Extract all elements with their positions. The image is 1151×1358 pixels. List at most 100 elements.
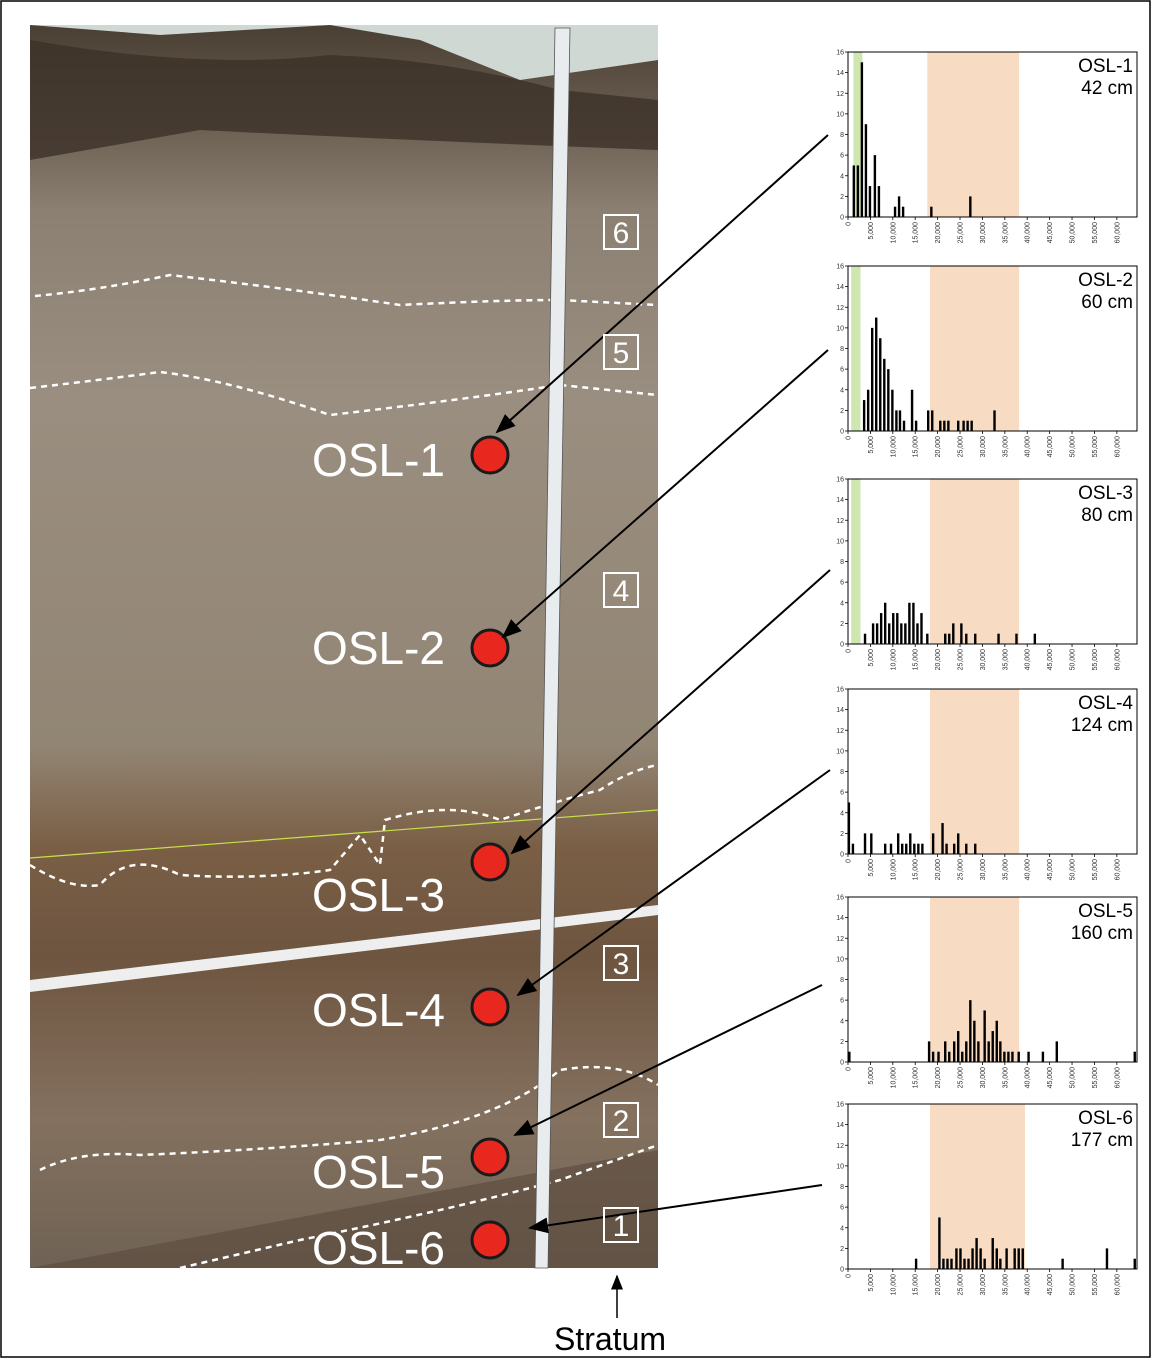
y-tick-label: 4 bbox=[840, 600, 844, 607]
x-tick-label: 45,000 bbox=[1047, 1067, 1054, 1089]
bar bbox=[848, 802, 850, 854]
y-tick-label: 12 bbox=[836, 936, 844, 943]
y-tick-label: 0 bbox=[840, 429, 844, 436]
bar bbox=[870, 833, 872, 854]
x-tick-label: 15,000 bbox=[913, 649, 920, 671]
x-tick-label: 60,000 bbox=[1114, 1067, 1121, 1089]
sample-point bbox=[472, 844, 508, 880]
bar bbox=[927, 410, 929, 431]
bar bbox=[899, 410, 901, 431]
bar bbox=[955, 1248, 957, 1269]
bar bbox=[909, 833, 911, 854]
age-band bbox=[930, 479, 1019, 644]
bar bbox=[953, 1041, 955, 1062]
x-tick-label: 25,000 bbox=[958, 859, 965, 881]
x-tick-label: 0 bbox=[846, 222, 853, 226]
bar bbox=[917, 844, 919, 854]
bar bbox=[962, 421, 964, 431]
bar bbox=[915, 1259, 917, 1269]
chart-title: OSL-6 bbox=[1078, 1108, 1133, 1129]
y-tick-label: 0 bbox=[840, 215, 844, 222]
bar bbox=[993, 410, 995, 431]
y-tick-label: 14 bbox=[836, 707, 844, 714]
bar bbox=[878, 186, 880, 217]
x-tick-label: 10,000 bbox=[890, 859, 897, 881]
y-tick-label: 0 bbox=[840, 642, 844, 649]
y-tick-label: 4 bbox=[840, 1225, 844, 1232]
y-tick-label: 2 bbox=[840, 1039, 844, 1046]
y-tick-label: 6 bbox=[840, 790, 844, 797]
charts: 024681012141605,00010,00015,00020,00025,… bbox=[836, 50, 1137, 1296]
chart-subtitle: 124 cm bbox=[1071, 715, 1133, 736]
sample-label: OSL-1 bbox=[312, 434, 445, 486]
chart-title: OSL-5 bbox=[1078, 901, 1133, 922]
y-tick-label: 2 bbox=[840, 1246, 844, 1253]
x-tick-label: 35,000 bbox=[1002, 436, 1009, 458]
x-tick-label: 55,000 bbox=[1092, 859, 1099, 881]
y-tick-label: 16 bbox=[836, 50, 844, 57]
bar bbox=[932, 1052, 934, 1062]
bar bbox=[908, 603, 910, 644]
x-tick-label: 30,000 bbox=[980, 859, 987, 881]
x-tick-label: 0 bbox=[846, 859, 853, 863]
x-tick-label: 5,000 bbox=[868, 649, 875, 667]
bar bbox=[901, 844, 903, 854]
stratum-caption: Stratum bbox=[554, 1321, 666, 1357]
bar bbox=[992, 1238, 994, 1269]
bar bbox=[1015, 634, 1017, 644]
bar bbox=[947, 421, 949, 431]
bar bbox=[996, 1021, 998, 1062]
x-tick-label: 45,000 bbox=[1047, 436, 1054, 458]
bar bbox=[912, 603, 914, 644]
sample-label: OSL-6 bbox=[312, 1222, 445, 1274]
x-tick-label: 35,000 bbox=[1002, 1067, 1009, 1089]
bar bbox=[948, 634, 950, 644]
bar bbox=[1022, 1248, 1024, 1269]
bar bbox=[966, 421, 968, 431]
bar bbox=[996, 1248, 998, 1269]
stratum-number: 2 bbox=[613, 1105, 630, 1138]
bar bbox=[942, 1259, 944, 1269]
y-tick-label: 16 bbox=[836, 477, 844, 484]
bar bbox=[1011, 1052, 1013, 1062]
x-tick-label: 0 bbox=[846, 436, 853, 440]
bar bbox=[957, 833, 959, 854]
bar bbox=[864, 634, 866, 644]
sample-point bbox=[472, 1139, 508, 1175]
chart-subtitle: 177 cm bbox=[1071, 1130, 1133, 1151]
bar bbox=[959, 1248, 961, 1269]
bar bbox=[970, 421, 972, 431]
x-tick-label: 15,000 bbox=[913, 859, 920, 881]
age-band bbox=[927, 52, 1019, 217]
bar bbox=[961, 1052, 963, 1062]
chart-subtitle: 42 cm bbox=[1081, 78, 1133, 99]
x-tick-label: 50,000 bbox=[1070, 1274, 1077, 1296]
x-tick-label: 45,000 bbox=[1047, 649, 1054, 671]
x-tick-label: 55,000 bbox=[1092, 1067, 1099, 1089]
bar bbox=[888, 623, 890, 644]
x-tick-label: 20,000 bbox=[935, 436, 942, 458]
bar bbox=[979, 1248, 981, 1269]
bar bbox=[913, 844, 915, 854]
y-tick-label: 6 bbox=[840, 580, 844, 587]
y-tick-label: 2 bbox=[840, 621, 844, 628]
y-tick-label: 12 bbox=[836, 305, 844, 312]
bar bbox=[937, 1052, 939, 1062]
sample-label: OSL-5 bbox=[312, 1146, 445, 1198]
bar bbox=[1003, 1052, 1005, 1062]
y-tick-label: 16 bbox=[836, 895, 844, 902]
bar bbox=[891, 390, 893, 431]
bar bbox=[1134, 1259, 1136, 1269]
x-tick-label: 30,000 bbox=[980, 1067, 987, 1089]
y-tick-label: 6 bbox=[840, 153, 844, 160]
x-tick-label: 25,000 bbox=[958, 649, 965, 671]
chart-subtitle: 80 cm bbox=[1081, 505, 1133, 526]
sample-label: OSL-3 bbox=[312, 869, 445, 921]
y-tick-label: 8 bbox=[840, 346, 844, 353]
x-tick-label: 55,000 bbox=[1092, 1274, 1099, 1296]
bar bbox=[920, 613, 922, 644]
bar bbox=[932, 833, 934, 854]
x-tick-label: 50,000 bbox=[1070, 222, 1077, 244]
y-tick-label: 6 bbox=[840, 1205, 844, 1212]
sample-point bbox=[472, 1222, 508, 1258]
